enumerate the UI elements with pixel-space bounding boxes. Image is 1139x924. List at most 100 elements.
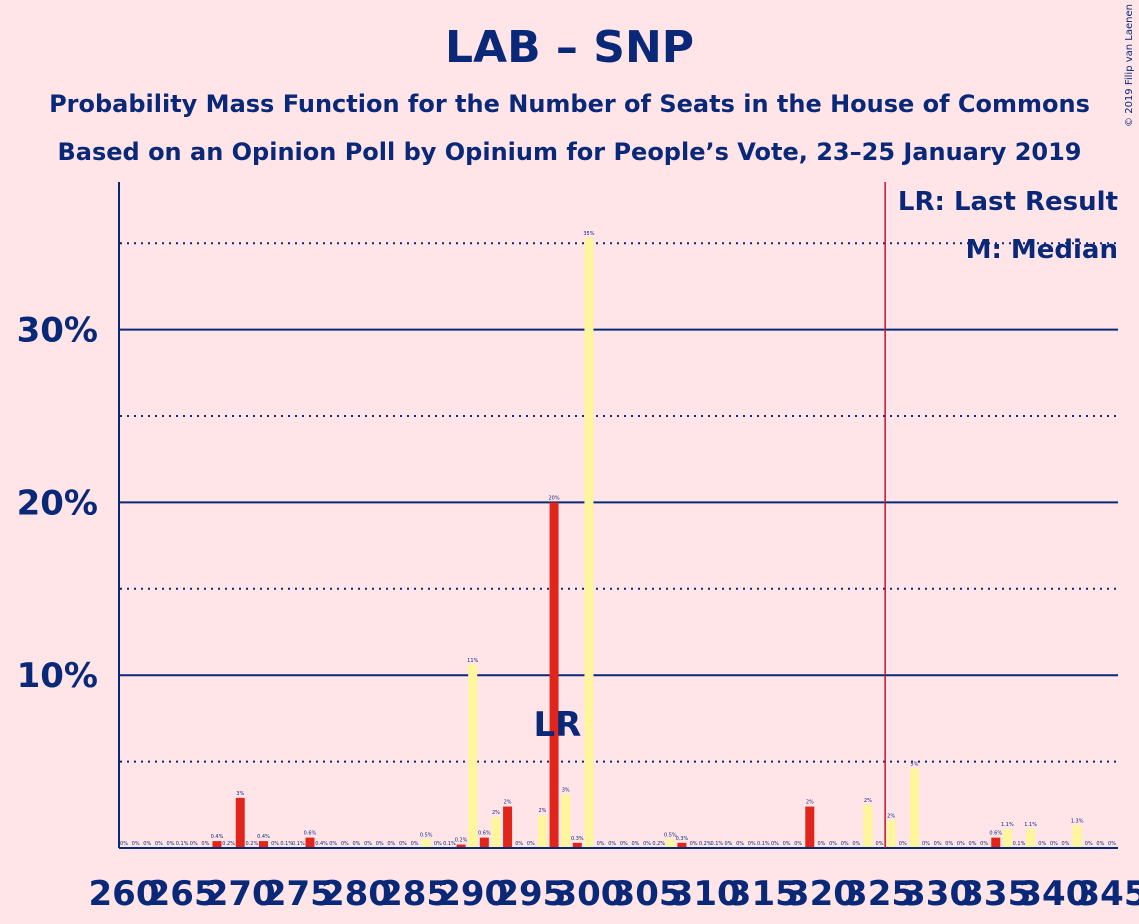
- bar-yellow: [863, 804, 873, 848]
- bar-value-label: 0.5%: [420, 832, 433, 838]
- last-result-marker: LR: [534, 705, 582, 745]
- bar-value-label: 0%: [387, 841, 395, 847]
- bar-red: [503, 806, 513, 848]
- x-tick-label: 345: [1077, 874, 1139, 914]
- x-tick-label: 310: [670, 874, 741, 914]
- bar-value-label: 0.1%: [443, 841, 456, 847]
- bar-value-label: 5%: [910, 762, 918, 768]
- x-tick-label: 325: [844, 874, 915, 914]
- x-tick-label: 295: [495, 874, 566, 914]
- x-tick-label: 330: [902, 874, 973, 914]
- bar-value-label: 0%: [1085, 841, 1093, 847]
- x-tick-label: 290: [437, 874, 508, 914]
- bar-value-label: 0%: [1062, 841, 1070, 847]
- bar-value-label: 11%: [467, 658, 478, 664]
- bar-value-label: 0.6%: [478, 831, 491, 837]
- bar-value-label: 0%: [957, 841, 965, 847]
- bar-value-label: 0%: [841, 841, 849, 847]
- bar-value-label: 0%: [1038, 841, 1046, 847]
- bar-yellow: [1026, 828, 1036, 848]
- bar-value-label: 0.4%: [315, 841, 328, 847]
- bar-value-label: 0%: [922, 841, 930, 847]
- bar-value-label: 0%: [829, 841, 837, 847]
- x-tick-label: 315: [728, 874, 799, 914]
- bar-value-label: 0%: [643, 841, 651, 847]
- bar-value-label: 0.1%: [292, 841, 305, 847]
- y-tick-label: 30%: [17, 311, 98, 351]
- x-tick-label: 320: [786, 874, 857, 914]
- bar-yellow: [1002, 828, 1012, 848]
- legend-last-result: LR: Last Result: [898, 187, 1118, 217]
- legend-median: M: Median: [966, 235, 1118, 265]
- bar-value-label: 0.3%: [676, 836, 689, 842]
- bar-value-label: 0%: [771, 841, 779, 847]
- bar-red: [456, 844, 466, 848]
- bar-value-label: 0%: [376, 841, 384, 847]
- bar-red: [549, 502, 559, 848]
- y-tick-label: 10%: [17, 656, 98, 696]
- bar-value-label: 0%: [515, 841, 523, 847]
- bar-yellow: [421, 839, 431, 848]
- grid-lines: [120, 242, 1118, 763]
- chart-title: LAB – SNP: [444, 22, 695, 73]
- bar-value-label: 0.2%: [699, 841, 712, 847]
- bar-value-label: 2%: [864, 798, 872, 804]
- bar-yellow: [537, 815, 547, 848]
- bar-value-label: 0%: [201, 841, 209, 847]
- bar-yellow: [1072, 825, 1082, 848]
- chart-subtitle-1: Probability Mass Function for the Number…: [49, 90, 1090, 118]
- bar-value-label: 2%: [504, 800, 512, 806]
- chart-subtitle-2: Based on an Opinion Poll by Opinium for …: [57, 138, 1082, 166]
- bar-red: [479, 837, 489, 848]
- y-tick-label: 20%: [17, 483, 98, 523]
- bar-value-label: 0%: [527, 841, 535, 847]
- bar-value-label: 3%: [236, 791, 244, 797]
- x-tick-label: 300: [553, 874, 624, 914]
- x-tick-label: 260: [89, 874, 160, 914]
- bar-value-label: 0%: [120, 841, 128, 847]
- bar-yellow: [584, 238, 594, 849]
- bar-value-label: 0.1%: [757, 841, 770, 847]
- bar-value-label: 0.1%: [710, 841, 723, 847]
- bar-value-label: 0%: [341, 841, 349, 847]
- bar-value-label: 0%: [980, 841, 988, 847]
- bar-red: [235, 797, 245, 848]
- bar-value-label: 1.3%: [1071, 819, 1084, 825]
- axes: 10%20%30%2602652702752802852902953003053…: [17, 182, 1139, 914]
- bar-value-label: 0%: [399, 841, 407, 847]
- bar-value-label: 2%: [887, 813, 895, 819]
- bar-yellow: [468, 664, 478, 848]
- bars: [212, 238, 1082, 849]
- bar-value-label: 0%: [271, 841, 279, 847]
- bar-value-label: 0%: [631, 841, 639, 847]
- bar-value-label: 2%: [806, 800, 814, 806]
- bar-value-label: 0.1%: [1013, 841, 1026, 847]
- bar-value-label: 0%: [969, 841, 977, 847]
- bar-value-label: 0%: [620, 841, 628, 847]
- bar-value-label: 0%: [748, 841, 756, 847]
- bar-value-label: 0%: [899, 841, 907, 847]
- bar-value-label: 0%: [608, 841, 616, 847]
- bar-value-label: 0.4%: [257, 834, 270, 840]
- bar-value-label: 0.3%: [571, 836, 584, 842]
- bar-red: [305, 837, 315, 848]
- x-tick-label: 285: [379, 874, 450, 914]
- bar-red: [991, 837, 1001, 848]
- bar-value-label: 0%: [852, 841, 860, 847]
- bar-value-label: 0.6%: [989, 831, 1002, 837]
- x-tick-label: 280: [321, 874, 392, 914]
- bar-value-label: 0%: [794, 841, 802, 847]
- bar-value-label: 0%: [329, 841, 337, 847]
- bar-value-label: 0%: [411, 841, 419, 847]
- bar-red: [805, 806, 815, 848]
- x-tick-label: 340: [1018, 874, 1089, 914]
- bar-value-label: 0.1%: [176, 841, 189, 847]
- x-tick-label: 305: [612, 874, 683, 914]
- bar-value-label: 0%: [597, 841, 605, 847]
- bar-red: [572, 842, 582, 848]
- bar-value-label: 35%: [583, 231, 594, 237]
- bar-value-label: 0%: [736, 841, 744, 847]
- bar-value-label: 0.4%: [211, 834, 224, 840]
- bar-value-label: 0%: [783, 841, 791, 847]
